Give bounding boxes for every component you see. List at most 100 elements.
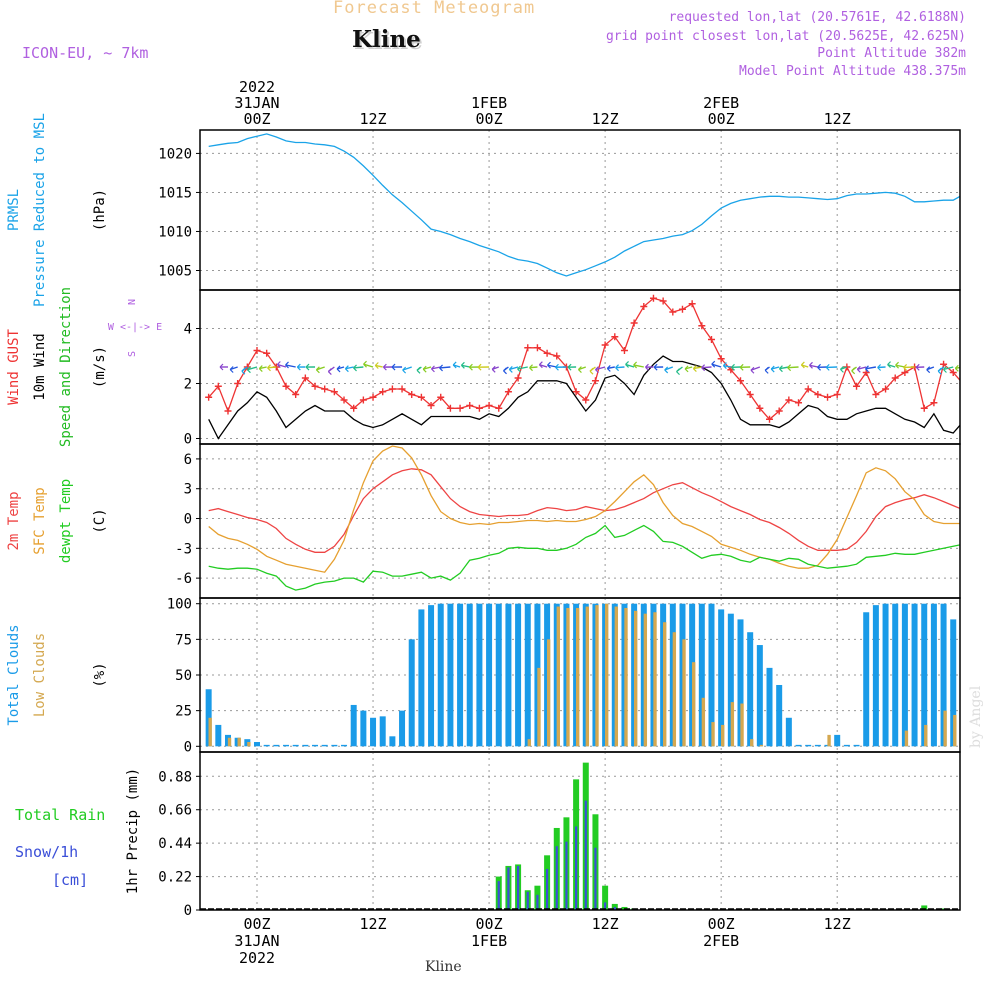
gust-marker xyxy=(678,305,686,313)
low-cloud-bar xyxy=(740,703,744,747)
wind-arrow-head xyxy=(241,367,246,375)
rain-bar xyxy=(602,885,609,910)
top-time-label: 12Z xyxy=(359,110,386,128)
wind-arrow xyxy=(529,366,538,369)
low-cloud-bar xyxy=(556,606,560,747)
total-cloud-bar xyxy=(379,716,386,747)
requested-coords: requested lon,lat (20.5761E, 42.6188N) xyxy=(668,10,966,25)
axis-label: 2m Temp xyxy=(6,491,22,550)
total-cloud-bar xyxy=(747,632,754,747)
compass-south: S xyxy=(127,351,138,357)
snow-bar xyxy=(555,846,558,910)
y-tick-label: 0 xyxy=(184,432,192,448)
meteogram-title: Forecast Meteogram xyxy=(333,0,536,18)
total-cloud-bar xyxy=(495,603,502,747)
total-cloud-bar xyxy=(273,744,280,747)
gust-marker xyxy=(398,385,406,393)
wind-arrow-head xyxy=(856,365,861,373)
gust-marker xyxy=(543,349,551,357)
wind-arrow xyxy=(693,366,702,370)
low-cloud-bar xyxy=(643,613,648,747)
gust-marker xyxy=(659,297,667,305)
wind-arrow-head xyxy=(296,363,301,371)
gust-marker xyxy=(717,355,725,363)
snow-bar xyxy=(604,902,607,910)
wind-arrow-head xyxy=(538,361,543,369)
compass-north: N xyxy=(127,299,138,305)
point-altitude: Point Altitude 382m xyxy=(817,46,966,61)
wind-arrow-head xyxy=(851,367,856,375)
axis-label: (C) xyxy=(92,508,108,533)
wind-arrow xyxy=(750,366,761,371)
top-time-label: 00Z xyxy=(476,110,503,128)
wind-arrow-head xyxy=(327,368,332,376)
gust-marker xyxy=(475,404,483,412)
gust-marker xyxy=(795,399,803,407)
gust-marker xyxy=(495,404,503,412)
panel-0: 1005 1010 1015 1020 PRMSL Pressure Reduced to… xyxy=(6,113,961,307)
low-cloud-bar xyxy=(208,717,212,747)
axis-label: SFC Temp xyxy=(32,487,48,554)
axis-label: PRMSL xyxy=(6,189,22,231)
wind-arrow-head xyxy=(595,366,599,374)
wind-arrow xyxy=(439,366,451,369)
gust-marker xyxy=(553,352,561,360)
low-cloud-bar xyxy=(759,744,764,747)
wind-arrow-head xyxy=(887,361,891,369)
wind-arrow-head xyxy=(336,365,341,373)
gust-marker xyxy=(591,377,599,385)
top-time-label: 00Z xyxy=(243,110,270,128)
gust-marker xyxy=(330,388,338,396)
model-label: ICON-EU, ~ 7km xyxy=(22,44,149,62)
gust-marker xyxy=(804,385,812,393)
wind-arrow xyxy=(259,366,267,370)
axis-label: (hPa) xyxy=(92,189,108,231)
wind-arrow-head xyxy=(547,361,551,369)
gust-marker xyxy=(205,393,213,401)
low-cloud-bar xyxy=(682,639,686,747)
wind-arrow-head xyxy=(903,364,908,371)
wind-arrow-head xyxy=(402,366,407,374)
low-cloud-bar xyxy=(614,606,619,747)
panel-plot-area xyxy=(205,603,960,747)
wind-arrow-head xyxy=(645,363,649,371)
top-time-label: 2022 xyxy=(239,78,275,96)
low-cloud-bar xyxy=(585,606,590,747)
series-line-sfc xyxy=(208,445,960,573)
total-cloud-bar xyxy=(901,603,908,747)
total-cloud-bar xyxy=(959,603,960,747)
total-cloud-bar xyxy=(756,645,763,747)
low-cloud-bar xyxy=(575,607,580,747)
gust-marker xyxy=(466,402,474,409)
model-altitude: Model Point Altitude 438.375m xyxy=(739,64,966,79)
wind-arrow-head xyxy=(374,362,379,369)
wind-arrow-head xyxy=(722,362,727,369)
total-cloud-bar xyxy=(505,603,512,747)
rain-bar xyxy=(940,908,947,910)
snow-bar xyxy=(613,906,616,910)
gust-marker xyxy=(901,369,909,376)
wind-arrow-head xyxy=(915,363,920,371)
wind-arrow xyxy=(625,363,635,368)
gust-marker xyxy=(930,399,938,407)
axis-label: Pressure Reduced to MSL xyxy=(32,113,48,307)
wind-arrow-head xyxy=(711,360,716,368)
total-cloud-bar xyxy=(872,605,879,747)
total-cloud-bar xyxy=(399,710,406,747)
y-tick-label: 1010 xyxy=(158,224,192,240)
axis-label: Low Clouds xyxy=(32,633,48,717)
low-cloud-bar xyxy=(711,722,715,747)
total-cloud-bar xyxy=(911,603,918,747)
wind-arrow-head xyxy=(276,361,281,368)
total-cloud-bar xyxy=(524,603,531,747)
bottom-time-label: 00Z xyxy=(476,915,503,933)
bottom-time-label: 00Z xyxy=(243,915,270,933)
gust-marker xyxy=(340,396,348,404)
wind-arrow xyxy=(664,366,674,371)
rain-bar xyxy=(921,905,928,910)
total-cloud-bar xyxy=(863,612,870,747)
y-tick-label: 0 xyxy=(184,903,192,919)
wind-arrow-head xyxy=(974,361,977,367)
gust-marker xyxy=(630,319,638,327)
series-line-gust xyxy=(208,297,960,421)
